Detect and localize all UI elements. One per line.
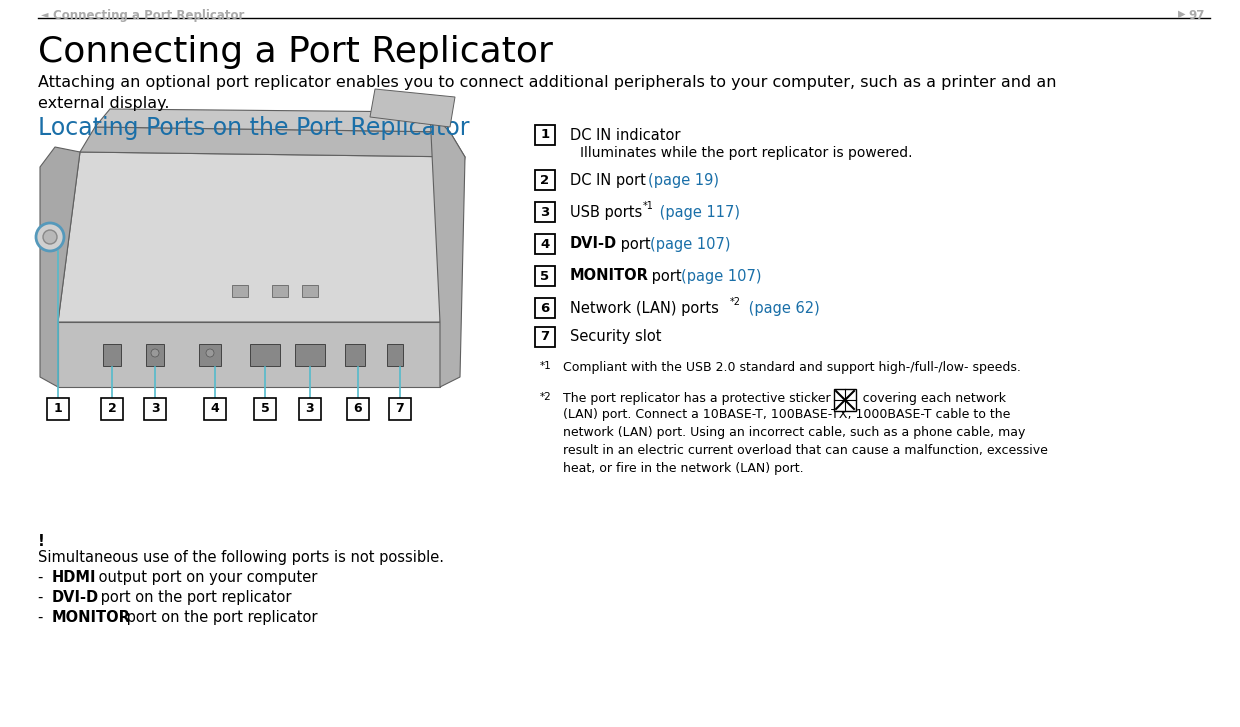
Text: (LAN) port. Connect a 10BASE-T, 100BASE-TX, 1000BASE-T cable to the
network (LAN: (LAN) port. Connect a 10BASE-T, 100BASE-… <box>563 408 1048 475</box>
FancyBboxPatch shape <box>254 398 277 420</box>
Text: 7: 7 <box>396 403 404 416</box>
FancyBboxPatch shape <box>205 398 226 420</box>
FancyBboxPatch shape <box>103 344 122 366</box>
Text: port on the port replicator: port on the port replicator <box>122 610 317 625</box>
Text: *1: *1 <box>539 361 552 371</box>
Text: ◄: ◄ <box>41 9 48 19</box>
Text: (page 62): (page 62) <box>744 300 820 316</box>
Text: 3: 3 <box>541 206 549 219</box>
Text: -: - <box>38 570 48 585</box>
Text: 6: 6 <box>541 302 549 315</box>
Text: Network (LAN) ports: Network (LAN) ports <box>570 300 719 316</box>
FancyBboxPatch shape <box>347 398 370 420</box>
Text: *1: *1 <box>644 201 653 211</box>
Text: DC IN indicator: DC IN indicator <box>570 127 681 142</box>
Text: Compliant with the USB 2.0 standard and support high-/full-/low- speeds.: Compliant with the USB 2.0 standard and … <box>563 361 1021 374</box>
Circle shape <box>36 223 64 251</box>
Text: 97: 97 <box>1189 9 1205 22</box>
Text: Security slot: Security slot <box>570 329 661 345</box>
Polygon shape <box>58 322 440 387</box>
Text: Connecting a Port Replicator: Connecting a Port Replicator <box>53 9 244 22</box>
Text: 7: 7 <box>541 331 549 343</box>
FancyBboxPatch shape <box>100 398 123 420</box>
Text: 1: 1 <box>53 403 62 416</box>
Polygon shape <box>95 109 450 132</box>
FancyBboxPatch shape <box>303 285 317 297</box>
FancyBboxPatch shape <box>345 344 365 366</box>
Text: output port on your computer: output port on your computer <box>94 570 317 585</box>
Text: -: - <box>38 590 48 605</box>
Text: *2: *2 <box>539 392 552 402</box>
FancyBboxPatch shape <box>250 344 280 366</box>
FancyBboxPatch shape <box>295 344 325 366</box>
Polygon shape <box>370 89 455 127</box>
Circle shape <box>43 230 57 244</box>
Text: -: - <box>38 610 48 625</box>
Text: 2: 2 <box>541 174 549 187</box>
Text: port on the port replicator: port on the port replicator <box>95 590 291 605</box>
Text: Simultaneous use of the following ports is not possible.: Simultaneous use of the following ports … <box>38 550 444 565</box>
Polygon shape <box>430 112 465 387</box>
Text: Attaching an optional port replicator enables you to connect additional peripher: Attaching an optional port replicator en… <box>38 75 1056 111</box>
Text: 4: 4 <box>541 238 549 251</box>
FancyBboxPatch shape <box>146 344 164 366</box>
Text: ▶: ▶ <box>1178 9 1185 19</box>
Text: (page 107): (page 107) <box>650 236 730 252</box>
Text: port: port <box>647 268 686 284</box>
Text: USB ports: USB ports <box>570 204 642 220</box>
Text: MONITOR: MONITOR <box>52 610 131 625</box>
FancyBboxPatch shape <box>272 285 288 297</box>
FancyBboxPatch shape <box>144 398 166 420</box>
FancyBboxPatch shape <box>534 298 556 318</box>
Circle shape <box>151 349 159 357</box>
FancyBboxPatch shape <box>534 234 556 254</box>
Text: Connecting a Port Replicator: Connecting a Port Replicator <box>38 35 553 69</box>
Polygon shape <box>81 127 465 157</box>
FancyBboxPatch shape <box>387 344 403 366</box>
Text: (page 107): (page 107) <box>681 268 761 284</box>
FancyBboxPatch shape <box>534 266 556 286</box>
Text: MONITOR: MONITOR <box>570 268 649 284</box>
Text: 2: 2 <box>108 403 117 416</box>
Text: DVI-D: DVI-D <box>52 590 99 605</box>
Polygon shape <box>58 152 465 322</box>
FancyBboxPatch shape <box>47 398 69 420</box>
Polygon shape <box>40 147 81 387</box>
Text: 3: 3 <box>306 403 314 416</box>
FancyBboxPatch shape <box>534 170 556 190</box>
Text: Illuminates while the port replicator is powered.: Illuminates while the port replicator is… <box>580 146 913 160</box>
Text: HDMI: HDMI <box>52 570 97 585</box>
FancyBboxPatch shape <box>835 389 856 411</box>
FancyBboxPatch shape <box>389 398 410 420</box>
Text: (page 19): (page 19) <box>649 172 719 188</box>
Text: 3: 3 <box>151 403 159 416</box>
Text: 6: 6 <box>353 403 362 416</box>
Text: 1: 1 <box>541 129 549 142</box>
Text: DVI-D: DVI-D <box>570 236 618 252</box>
Text: (page 117): (page 117) <box>655 204 740 220</box>
Circle shape <box>206 349 215 357</box>
FancyBboxPatch shape <box>534 125 556 145</box>
Text: DC IN port: DC IN port <box>570 172 651 188</box>
FancyBboxPatch shape <box>198 344 221 366</box>
Text: 5: 5 <box>260 403 269 416</box>
FancyBboxPatch shape <box>534 202 556 222</box>
FancyBboxPatch shape <box>232 285 248 297</box>
Text: !: ! <box>38 534 45 549</box>
Text: port: port <box>616 236 655 252</box>
Text: 5: 5 <box>541 270 549 283</box>
Text: 4: 4 <box>211 403 219 416</box>
FancyBboxPatch shape <box>534 327 556 347</box>
FancyBboxPatch shape <box>299 398 321 420</box>
Text: *2: *2 <box>730 297 742 307</box>
Text: The port replicator has a protective sticker        covering each network: The port replicator has a protective sti… <box>563 392 1006 405</box>
Text: Locating Ports on the Port Replicator: Locating Ports on the Port Replicator <box>38 116 470 140</box>
